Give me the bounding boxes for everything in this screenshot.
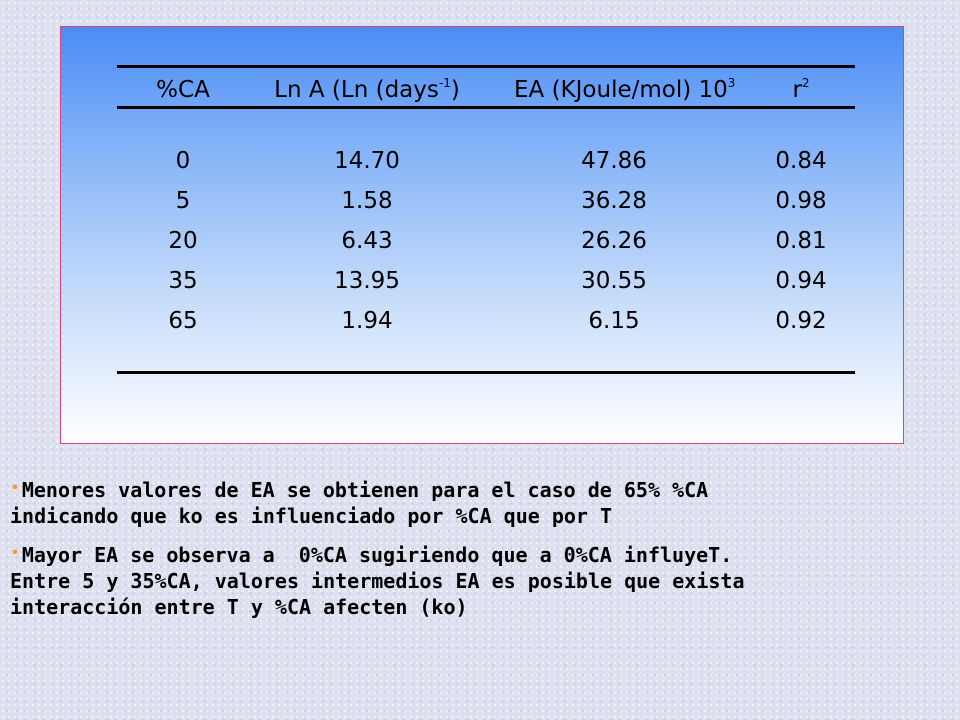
header-ln-a-superscript: -1 [438,76,451,90]
header-r2: r2 [701,76,901,104]
table-top-rule [117,65,855,68]
table-bottom-rule [117,371,855,374]
cell-r2: 0.84 [775,148,827,174]
header-ln-a-close: ) [450,77,460,103]
cell-ca: 20 [168,228,198,254]
cell-ln-a: 14.70 [334,148,400,174]
cell-ea: 47.86 [581,148,647,174]
cell-r2: 0.98 [775,188,827,214]
cell-ca: 35 [168,268,198,294]
cell-ea: 6.15 [588,308,640,334]
header-ln-a: Ln A (Ln (days-1) [267,76,467,104]
bullet-marker: • [11,481,19,496]
header-ea-text: EA (KJoule/mol) 10 [514,77,728,103]
header-r2-text: r [792,77,802,103]
cell-ln-a: 13.95 [334,268,400,294]
bullet-marker: • [11,546,19,561]
bullet-text: Mayor EA se observa a 0%CA sugiriendo qu… [10,543,745,619]
header-ln-a-text: Ln A (Ln (days [274,77,439,103]
cell-ea: 26.26 [581,228,647,254]
cell-ca: 5 [175,188,191,214]
header-ca: %CA [83,76,283,104]
bullet-text: Menores valores de EA se obtienen para e… [10,478,709,528]
cell-ln-a: 1.58 [341,188,393,214]
cell-ea: 30.55 [581,268,647,294]
header-ea: EA (KJoule/mol) 103 [514,76,735,104]
header-ca-text: %CA [156,77,210,103]
cell-ca: 65 [168,308,198,334]
cell-r2: 0.94 [775,268,827,294]
cell-r2: 0.81 [775,228,827,254]
bullet-item: • Mayor EA se observa a 0%CA sugiriendo q… [10,541,950,620]
table-header-rule [117,106,855,109]
header-r2-superscript: 2 [801,76,810,90]
cell-ln-a: 1.94 [341,308,393,334]
cell-ca: 0 [175,148,191,174]
cell-ln-a: 6.43 [341,228,393,254]
bullet-item: • Menores valores de EA se obtienen para … [10,476,950,529]
header-ea-superscript: 3 [727,76,736,90]
cell-ea: 36.28 [581,188,647,214]
bullet-list: • Menores valores de EA se obtienen para … [10,476,950,632]
cell-r2: 0.92 [775,308,827,334]
data-table-panel: %CA Ln A (Ln (days-1) EA (KJoule/mol) 10… [60,26,904,444]
